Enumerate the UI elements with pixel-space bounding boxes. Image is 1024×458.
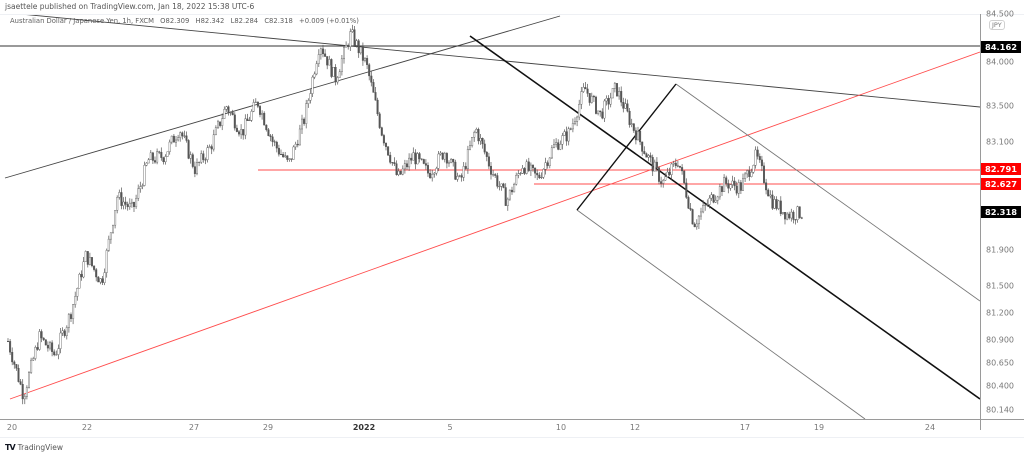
price-tag-last-82318[interactable]: 82.318 xyxy=(981,206,1021,218)
date-label: 27 xyxy=(188,423,200,432)
red-rising-trendline[interactable] xyxy=(9,51,980,400)
date-label: 24 xyxy=(924,423,936,432)
date-label: 17 xyxy=(739,423,751,432)
date-label: 19 xyxy=(813,423,825,432)
footer-border xyxy=(0,437,1024,438)
impulse-leg-line[interactable] xyxy=(576,83,677,211)
price-label: 80.140 xyxy=(986,405,1014,415)
currency-badge[interactable]: JPY xyxy=(989,20,1005,30)
ohlc-high: H82.342 xyxy=(195,17,225,25)
price-label: 81.200 xyxy=(986,308,1014,318)
price-label: 83.500 xyxy=(986,101,1014,111)
symbol-legend: Australian Dollar / Japanese Yen, 1h, FX… xyxy=(10,17,363,25)
price-label: 80.400 xyxy=(986,381,1014,391)
date-label: 5 xyxy=(447,423,453,432)
date-label: 12 xyxy=(629,423,641,432)
date-label: 29 xyxy=(262,423,274,432)
date-label: 20 xyxy=(6,423,18,432)
ohlc-open: O82.309 xyxy=(160,17,190,25)
ohlc-close: C82.318 xyxy=(264,17,293,25)
price-label: 84.000 xyxy=(986,57,1014,67)
price-label: 81.900 xyxy=(986,245,1014,255)
price-label: 80.650 xyxy=(986,358,1014,368)
rising-trendline-upper[interactable] xyxy=(4,15,561,179)
date-label: 22 xyxy=(81,423,93,432)
published-caption: jsaettele published on TradingView.com, … xyxy=(5,2,255,11)
channel-main-line[interactable] xyxy=(469,35,980,400)
channel-lower-line[interactable] xyxy=(576,209,866,419)
channel-upper-line[interactable] xyxy=(675,83,980,302)
descending-trendline[interactable] xyxy=(0,12,980,108)
price-label: 83.100 xyxy=(986,137,1014,147)
symbol-name[interactable]: Australian Dollar / Japanese Yen, 1h, FX… xyxy=(10,17,154,25)
price-label: 80.900 xyxy=(986,335,1014,345)
tradingview-logo-icon: TV xyxy=(5,443,16,452)
tradingview-branding[interactable]: TV TradingView xyxy=(5,443,63,452)
tradingview-brand-text: TradingView xyxy=(17,443,63,452)
price-tag-84162[interactable]: 84.162 xyxy=(981,41,1021,53)
candlesticks xyxy=(6,24,803,405)
price-tag-82627[interactable]: 82.627 xyxy=(981,178,1021,190)
date-label: 10 xyxy=(555,423,567,432)
ohlc-low: L82.284 xyxy=(230,17,259,25)
date-label-year: 2022 xyxy=(352,423,376,432)
price-axis-border xyxy=(980,14,981,430)
price-label-top-partial: 84.500 xyxy=(986,9,1014,19)
price-tag-82791[interactable]: 82.791 xyxy=(981,163,1021,175)
ohlc-change: +0.009 (+0.01%) xyxy=(299,17,359,25)
time-axis-border xyxy=(0,419,1024,420)
price-label: 81.500 xyxy=(986,281,1014,291)
chart-top-border xyxy=(0,14,1024,15)
